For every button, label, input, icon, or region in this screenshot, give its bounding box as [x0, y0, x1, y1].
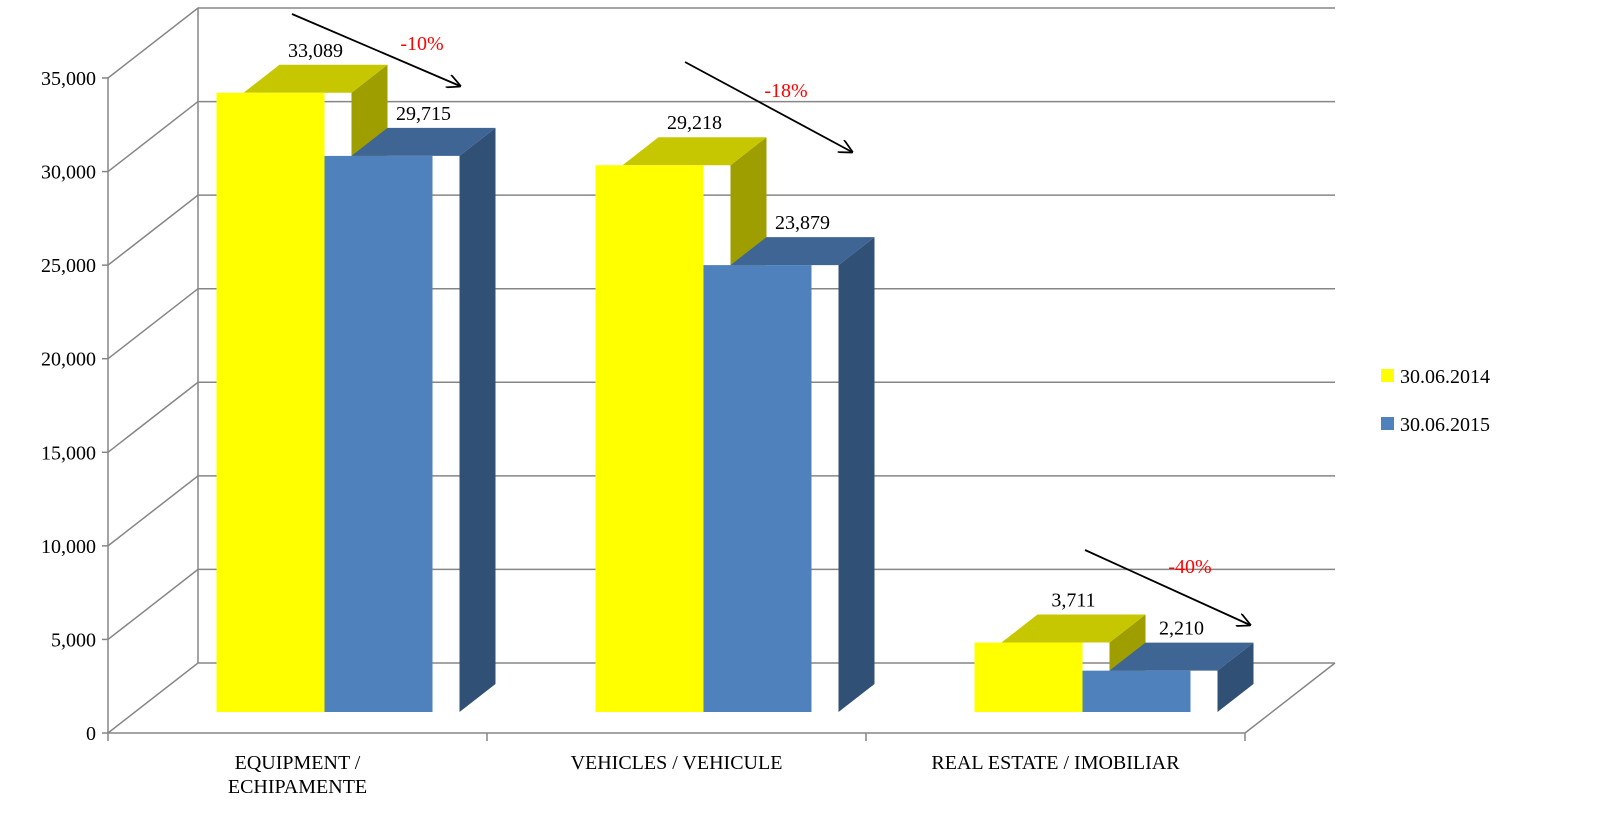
y-tick-label: 30,000 [41, 162, 96, 184]
bar-side [1217, 642, 1254, 712]
legend-label: 30.06.2014 [1400, 366, 1490, 388]
grid-line [107, 7, 1335, 79]
y-tick-label: 35,000 [41, 68, 96, 90]
bar-front [595, 165, 704, 712]
bar-front [703, 265, 812, 712]
bar-front [324, 155, 433, 712]
bar-top [622, 137, 767, 166]
grid-line [107, 381, 1335, 453]
grid-line [107, 287, 1335, 360]
grid-line [107, 194, 1335, 266]
trend-arrow [1084, 549, 1250, 625]
x-tick-label: REAL ESTATE / IMOBILIAR [931, 752, 1180, 774]
value-label: 3,711 [1051, 590, 1095, 612]
y-tick-label: 0 [86, 723, 96, 745]
legend-swatch [1381, 369, 1394, 382]
grid-line [107, 100, 1335, 173]
y-tick-label: 15,000 [41, 442, 96, 464]
value-label: 29,218 [667, 112, 722, 134]
value-label: 23,879 [775, 212, 830, 234]
y-tick-label: 10,000 [41, 536, 96, 558]
bar-top [1001, 614, 1146, 643]
bar-front [216, 92, 325, 712]
legend-label: 30.06.2015 [1400, 414, 1490, 436]
grid-line [107, 662, 1335, 734]
grid-line [107, 475, 1335, 547]
annotation: -10% [400, 33, 443, 55]
bar-front [1082, 670, 1191, 712]
value-label: 2,210 [1159, 618, 1204, 640]
bar-front [974, 642, 1083, 712]
bar [1082, 642, 1254, 712]
legend-swatch [1381, 417, 1394, 430]
x-tick-label: EQUIPMENT / ECHIPAMENTE [227, 752, 368, 798]
annotation: -40% [1168, 556, 1211, 578]
bar [324, 127, 496, 712]
value-label: 29,715 [396, 103, 451, 125]
bar [703, 237, 875, 712]
y-tick-label: 25,000 [41, 255, 96, 277]
bar-top [1109, 642, 1254, 671]
bar-top [730, 237, 875, 266]
bar-side [459, 127, 496, 712]
grid-line [107, 568, 1335, 641]
bar-top [351, 127, 496, 156]
bar-side [838, 237, 875, 712]
trend-arrow [684, 61, 852, 152]
bar-top [243, 64, 388, 93]
y-tick-label: 5,000 [51, 629, 96, 651]
value-label: 33,089 [288, 40, 343, 62]
trend-arrow [291, 13, 460, 86]
floor-right-edge [1244, 662, 1336, 734]
annotation: -18% [764, 80, 807, 102]
x-tick-label: VEHICLES / VEHICULE [570, 752, 783, 774]
y-tick-label: 20,000 [41, 349, 96, 371]
